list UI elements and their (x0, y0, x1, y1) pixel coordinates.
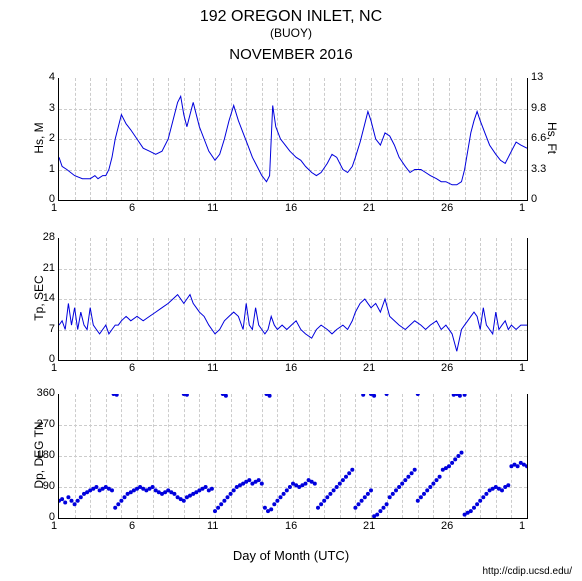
x-tick-label: 26 (441, 202, 453, 214)
x-tick-label: 21 (363, 202, 375, 214)
subtitle: (BUOY) (0, 26, 582, 40)
y-tick-label: 4 (49, 71, 55, 83)
y-tick-label-right: 9.8 (531, 102, 546, 114)
x-tick-label: 11 (207, 202, 218, 214)
y-tick-label: 0 (49, 193, 55, 205)
y-tick-label-right: 6.6 (531, 132, 546, 144)
x-tick-label: 6 (129, 202, 135, 214)
x-tick-label: 16 (285, 520, 297, 532)
y-tick-label: 3 (49, 102, 55, 114)
y-tick-label: 28 (43, 231, 55, 243)
y-tick-label: 2 (49, 132, 55, 144)
x-tick-label: 1 (519, 520, 525, 532)
chart-container: 192 OREGON INLET, NC (BUOY) NOVEMBER 201… (0, 0, 582, 581)
x-axis-label: Day of Month (UTC) (0, 548, 582, 563)
main-title: 192 OREGON INLET, NC (0, 0, 582, 26)
x-tick-label: 16 (285, 202, 297, 214)
x-tick-label: 1 (519, 202, 525, 214)
y-tick-label-right: 3.3 (531, 163, 546, 175)
month-title: NOVEMBER 2016 (0, 46, 582, 63)
x-tick-label: 11 (207, 362, 218, 374)
x-tick-label: 11 (207, 520, 218, 532)
y-tick-label-right: 0 (531, 193, 537, 205)
x-tick-label: 1 (519, 362, 525, 374)
y-axis-label-right: Hs, Ft (545, 98, 559, 178)
chart-tp: 1611162126107142128Tp, SEC (58, 238, 526, 360)
y-axis-label: Tp, SEC (32, 258, 46, 338)
x-tick-label: 26 (441, 520, 453, 532)
y-tick-label: 0 (49, 353, 55, 365)
y-axis-label: Dp, DEG TN (32, 415, 46, 495)
x-tick-label: 6 (129, 520, 135, 532)
y-tick-label: 0 (49, 511, 55, 523)
y-tick-label: 7 (49, 323, 55, 335)
y-tick-label-right: 13 (531, 71, 543, 83)
y-tick-label: 1 (49, 163, 55, 175)
x-tick-label: 21 (363, 362, 375, 374)
chart-hs: 161116212610123403.36.69.813Hs, MHs, Ft (58, 78, 526, 200)
y-tick-label: 360 (37, 387, 55, 399)
x-tick-label: 16 (285, 362, 297, 374)
attribution: http://cdip.ucsd.edu/ (482, 566, 572, 577)
y-axis-label: Hs, M (32, 98, 46, 178)
chart-dp: 16111621261090180270360Dp, DEG TN (58, 394, 526, 518)
x-tick-label: 6 (129, 362, 135, 374)
x-tick-label: 21 (363, 520, 375, 532)
x-tick-label: 26 (441, 362, 453, 374)
